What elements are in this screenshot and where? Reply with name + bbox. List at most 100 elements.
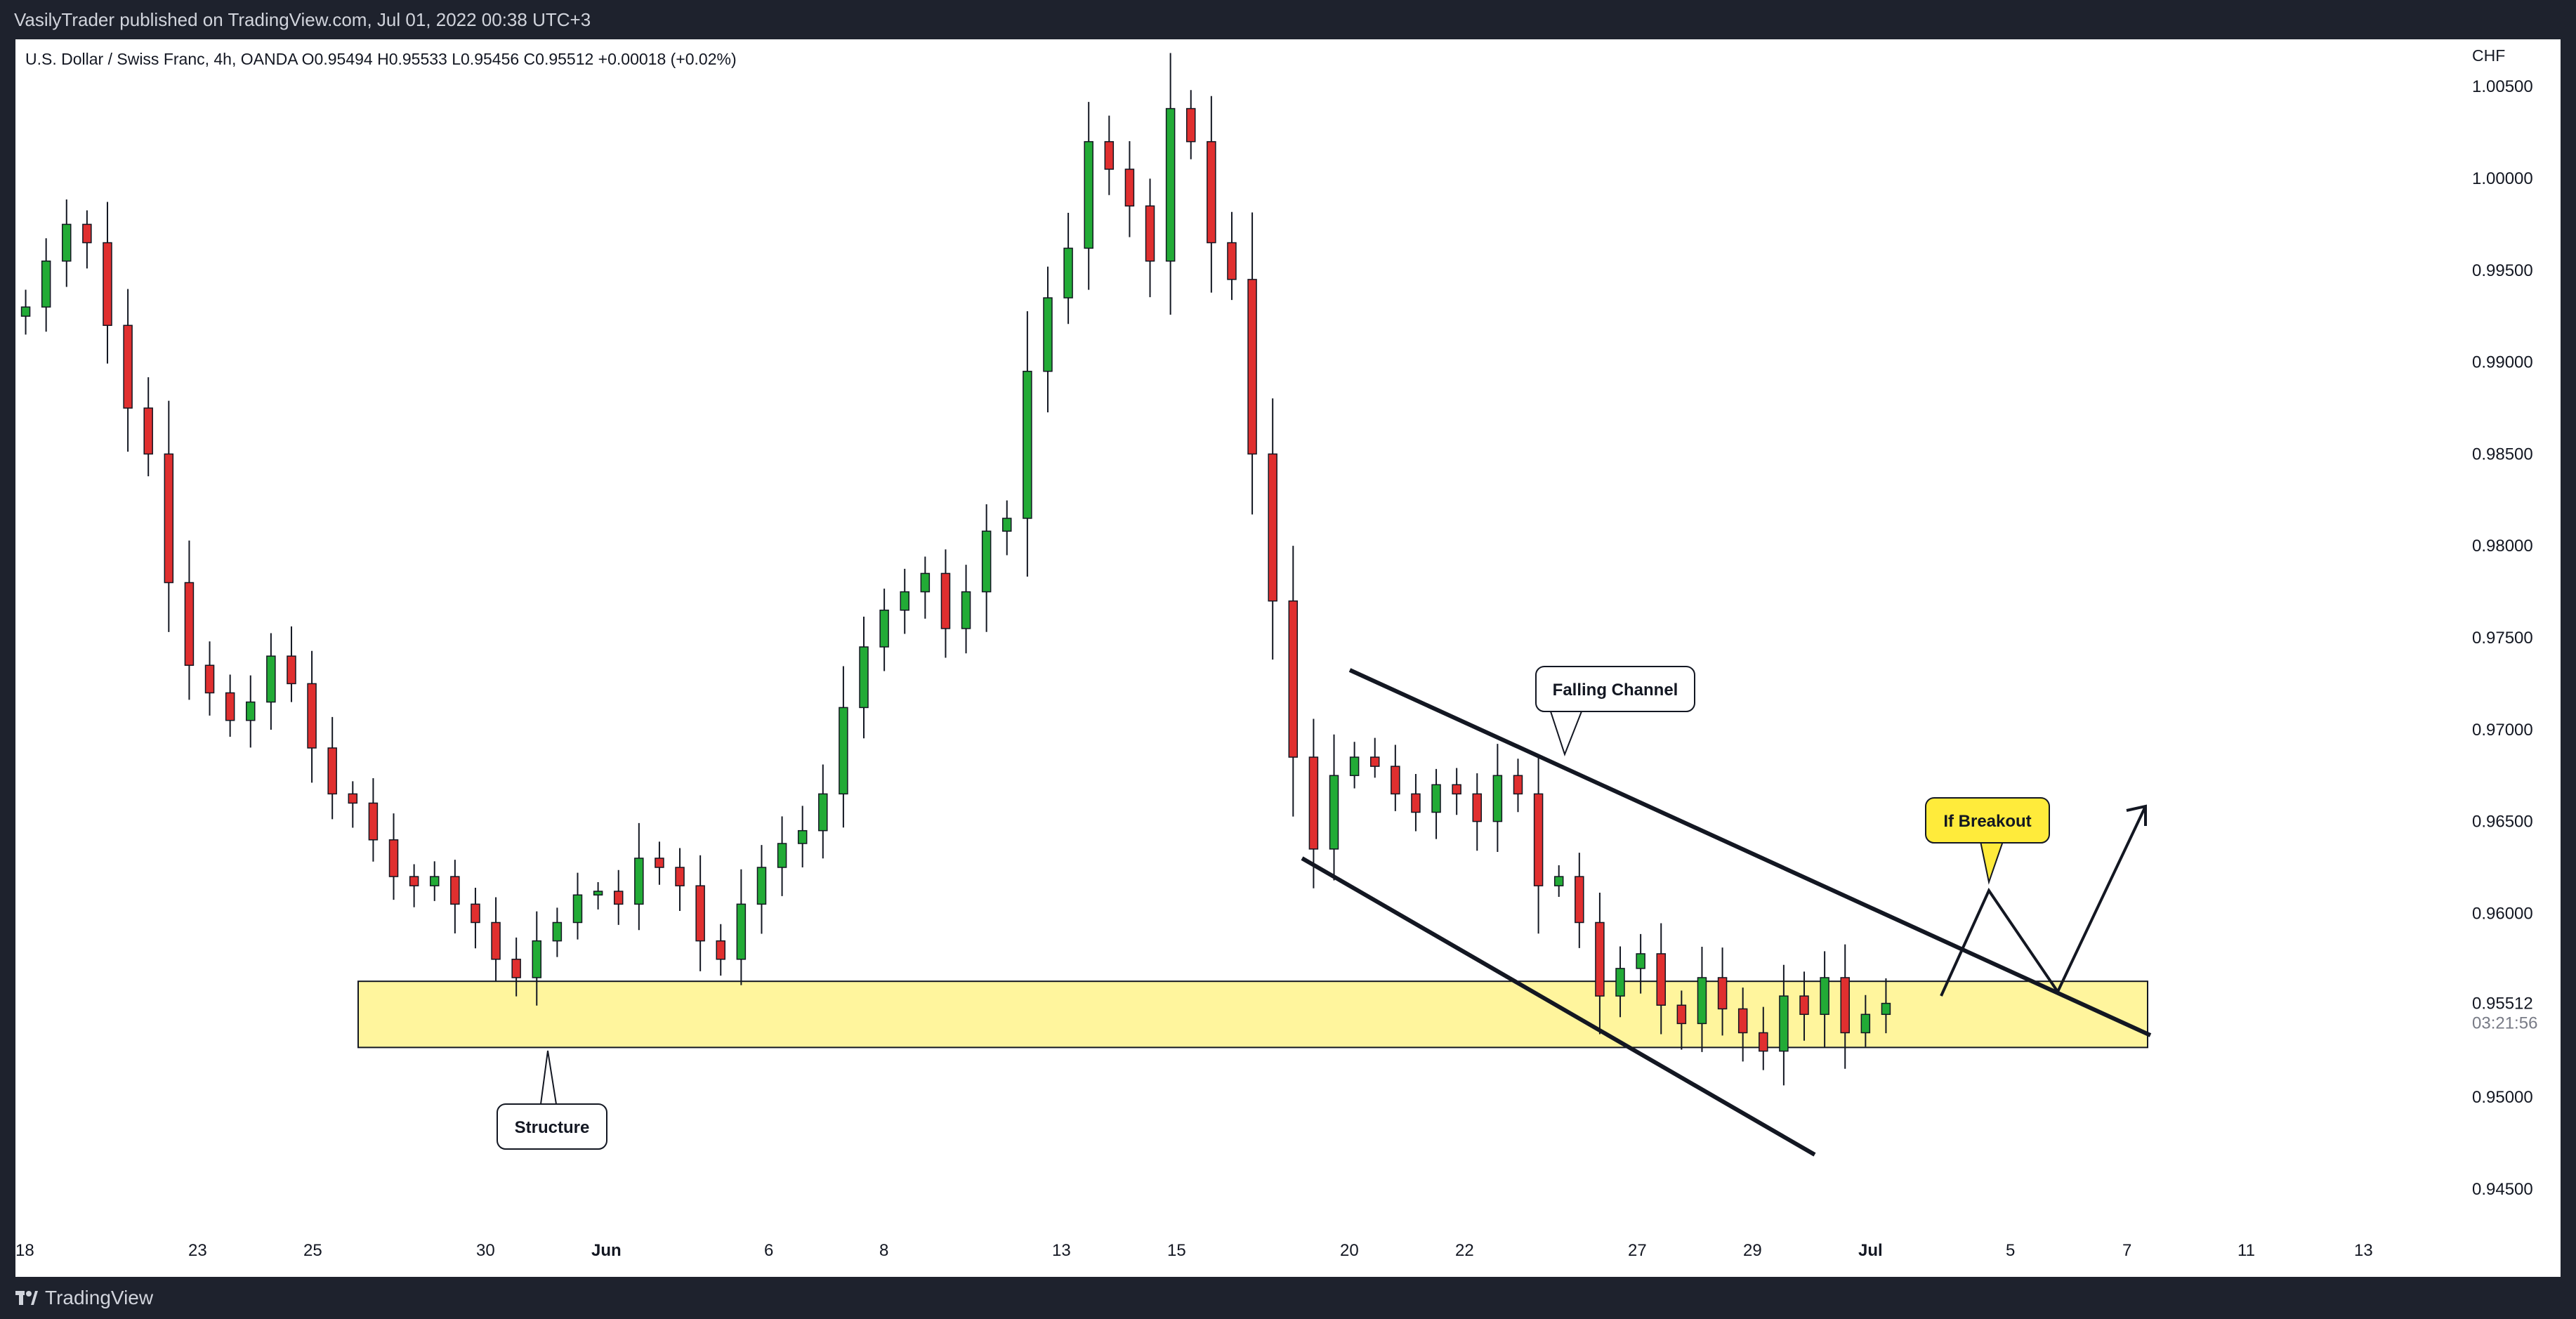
countdown-label: 03:21:56 xyxy=(2472,1014,2537,1033)
x-tick-label: 13 xyxy=(1052,1241,1071,1260)
candle-body xyxy=(655,858,664,868)
candle-body xyxy=(1881,1002,1891,1016)
candle-body xyxy=(1329,775,1339,850)
x-tick-label: 7 xyxy=(2122,1241,2131,1260)
candle-body xyxy=(1268,453,1277,602)
candle-body xyxy=(1533,793,1544,886)
x-tick-label: 15 xyxy=(1167,1241,1186,1260)
candle-body xyxy=(1391,766,1400,795)
candle-body xyxy=(20,306,31,317)
candle-body xyxy=(1288,600,1299,758)
candle-body xyxy=(429,876,440,886)
candle-body xyxy=(1840,977,1850,1034)
y-tick-label: 0.95000 xyxy=(2472,1088,2533,1107)
candle-body xyxy=(204,664,215,694)
candle-body xyxy=(143,407,153,455)
candle-body xyxy=(1759,1032,1768,1052)
y-tick-label: 0.97500 xyxy=(2472,629,2533,648)
last-price-label: 0.95512 xyxy=(2472,995,2533,1013)
y-tick-label: 0.98000 xyxy=(2472,537,2533,556)
x-tick-label: 22 xyxy=(1455,1241,1474,1260)
y-tick-label: 0.99500 xyxy=(2472,261,2533,280)
candle-body xyxy=(1472,793,1483,822)
publisher-bar: VasilyTrader published on TradingView.co… xyxy=(0,0,2576,39)
candle-body xyxy=(920,572,931,593)
candle-body xyxy=(572,894,583,924)
candle-body xyxy=(1247,279,1257,455)
price-chart[interactable]: U.S. Dollar / Swiss Franc, 4h, OANDA O0.… xyxy=(15,39,2561,1277)
if-breakout-callout xyxy=(1925,797,2050,844)
candle-body xyxy=(1575,876,1584,924)
candle-body xyxy=(471,903,480,924)
chart-panel[interactable]: U.S. Dollar / Swiss Franc, 4h, OANDA O0.… xyxy=(15,39,2561,1277)
candle-body xyxy=(777,843,787,868)
candle-body xyxy=(368,802,379,841)
x-tick-label: 25 xyxy=(303,1241,322,1260)
y-tick-label: 0.97000 xyxy=(2472,721,2533,740)
candle-body xyxy=(409,876,419,886)
candle-body xyxy=(82,223,92,244)
candle-body xyxy=(1308,756,1319,850)
candle-body xyxy=(1656,953,1666,1006)
candle-body xyxy=(634,858,644,905)
candle-body xyxy=(41,260,51,308)
channel-upper-line xyxy=(1348,668,2152,1037)
candle-body xyxy=(716,940,725,960)
candle-body xyxy=(348,793,358,804)
candle-body xyxy=(1492,775,1503,822)
structure-callout xyxy=(497,1103,607,1150)
x-tick-label: 13 xyxy=(2354,1241,2373,1260)
candle-body xyxy=(736,903,747,960)
structure-zone xyxy=(357,980,2148,1049)
candle-body xyxy=(62,223,72,262)
candle-body xyxy=(184,582,195,666)
currency-label: CHF xyxy=(2472,46,2505,65)
publisher-line: VasilyTrader published on TradingView.co… xyxy=(14,9,591,30)
candle-body xyxy=(164,453,174,584)
candle-body xyxy=(961,591,971,629)
candle-body xyxy=(123,324,133,409)
candle-body xyxy=(1369,756,1380,767)
candle-body xyxy=(1124,169,1135,206)
y-tick-label: 0.99000 xyxy=(2472,353,2533,372)
structure-pointer xyxy=(539,1050,558,1105)
candle-body xyxy=(388,839,399,877)
candle-body xyxy=(1023,370,1032,519)
candle-body xyxy=(246,701,256,721)
candle-body xyxy=(1186,107,1196,143)
candle-body xyxy=(1553,876,1564,886)
candle-body xyxy=(1084,140,1093,249)
candle-body xyxy=(1207,140,1216,244)
candle-body xyxy=(1165,107,1176,262)
candle-body xyxy=(940,572,951,629)
y-tick-label: 0.94500 xyxy=(2472,1180,2533,1199)
falling-channel-pointer xyxy=(1549,711,1583,756)
y-tick-label: 0.96000 xyxy=(2472,904,2533,923)
x-tick-label: 18 xyxy=(15,1241,34,1260)
candle-body xyxy=(695,885,705,942)
candle-body xyxy=(879,610,889,648)
channel-lower-line xyxy=(1301,856,1816,1157)
candle-body xyxy=(1779,995,1789,1052)
candle-body xyxy=(900,591,909,611)
candle-body xyxy=(1697,977,1707,1025)
x-tick-label: 29 xyxy=(1743,1241,1762,1260)
if-breakout-text: If Breakout xyxy=(1943,812,2031,831)
candle-body xyxy=(552,921,563,942)
candle-body xyxy=(1349,756,1360,776)
candle-body xyxy=(1820,977,1829,1016)
x-tick-label: 8 xyxy=(879,1241,888,1260)
x-tick-label: 5 xyxy=(2006,1241,2015,1260)
candle-body xyxy=(1615,968,1625,997)
y-tick-label: 0.96500 xyxy=(2472,813,2533,832)
x-tick-label: 27 xyxy=(1628,1241,1647,1260)
candle-body xyxy=(1737,1008,1748,1034)
candle-body xyxy=(1452,784,1461,795)
candle-body xyxy=(613,891,624,905)
x-tick-label: 30 xyxy=(476,1241,495,1260)
falling-channel-text: Falling Channel xyxy=(1553,681,1678,700)
candle-body xyxy=(1431,784,1441,813)
candle-body xyxy=(1799,995,1809,1016)
candle-body xyxy=(1043,297,1053,372)
falling-channel-callout xyxy=(1535,666,1695,712)
